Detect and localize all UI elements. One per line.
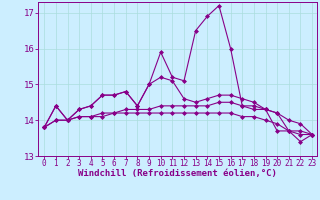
X-axis label: Windchill (Refroidissement éolien,°C): Windchill (Refroidissement éolien,°C) [78,169,277,178]
